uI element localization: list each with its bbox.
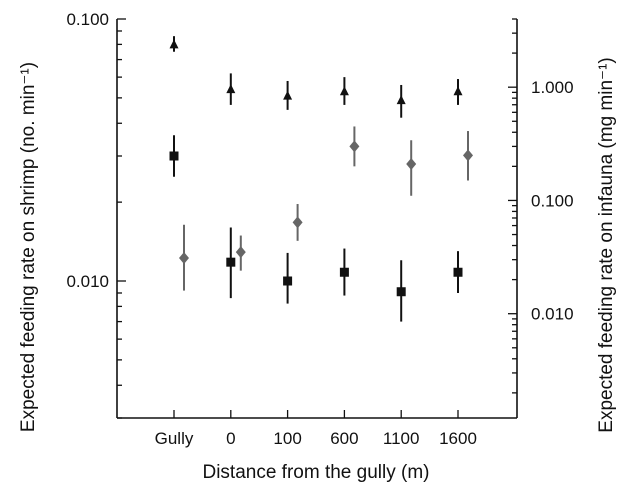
triangle-point (453, 86, 463, 96)
square-point (283, 276, 293, 286)
x-axis: Gully 0 100 600 1100 1600 (155, 410, 477, 448)
right-tick-label: 0.010 (531, 305, 574, 324)
square-point (226, 257, 236, 267)
square-point (453, 267, 463, 277)
triangle-point (339, 86, 349, 96)
diamond-point (179, 252, 189, 265)
square-point (396, 287, 406, 297)
left-y-axis-title: Expected feeding rate on shrimp (no. min… (18, 62, 39, 432)
diamond-point (292, 216, 303, 229)
diamond-point (463, 149, 473, 162)
x-tick-label: 1100 (383, 429, 420, 448)
x-tick-label: 600 (330, 429, 358, 448)
left-tick-label: 0.010 (66, 272, 109, 291)
x-tick-label: 0 (226, 429, 235, 448)
right-y-axis-title: Expected feeding rate on infauna (mg min… (596, 57, 617, 432)
diamond-point (406, 157, 417, 170)
triangle-point (169, 39, 179, 49)
left-axis: 0.100 0.010 (66, 10, 126, 419)
data-marks (169, 36, 473, 322)
x-tick-label: Gully (155, 429, 194, 448)
right-axis: 1.000 0.100 0.010 (508, 18, 574, 394)
x-tick-label: 1600 (439, 429, 477, 448)
x-tick-label: 100 (273, 429, 301, 448)
diamond-point (235, 246, 246, 259)
left-tick-label: 0.100 (66, 10, 109, 29)
right-tick-label: 1.000 (531, 78, 574, 97)
triangle-point (396, 95, 406, 105)
triangle-point (283, 90, 293, 100)
right-tick-label: 0.100 (531, 191, 574, 210)
square-point (339, 267, 349, 277)
x-axis-title: Distance from the gully (m) (202, 462, 429, 483)
triangle-point (226, 84, 236, 94)
square-point (169, 151, 179, 161)
diamond-point (349, 140, 360, 153)
